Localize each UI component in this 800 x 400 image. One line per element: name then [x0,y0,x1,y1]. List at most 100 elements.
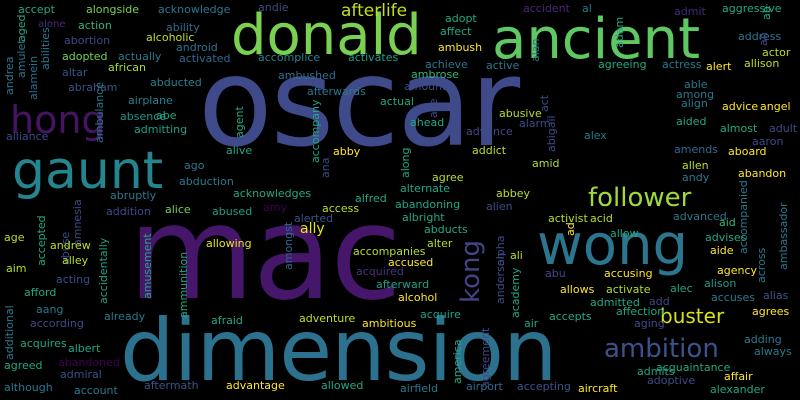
word: advance [466,125,513,138]
word: adoptive [647,374,696,387]
word: alongside [86,3,140,16]
word: alice [165,203,191,216]
word: allow [610,227,639,240]
word: accepts [549,310,592,323]
word: admitted [590,296,640,309]
word: adventure [299,312,356,325]
word: ace [427,98,440,118]
word: donald [231,3,422,68]
word: oscar [198,32,520,174]
word: adult [769,122,798,135]
word: kong [456,239,486,303]
word: andy [682,171,710,184]
word: aid [719,216,736,229]
word: aang [36,303,64,316]
word: aged [15,14,28,42]
word: ah [757,32,770,46]
word: airfield [400,382,439,395]
word: ally [300,221,325,237]
word: alcohol [398,291,438,304]
word: able [684,78,708,91]
word: ambition [604,334,719,364]
word: acquire [420,308,461,321]
word: air [524,317,539,330]
word: follower [588,183,692,213]
word: advice [722,100,759,113]
word: accusing [604,267,653,280]
word: achieve [425,58,468,71]
word: accompanied [737,180,750,254]
word: ambrose [411,68,459,81]
word: abortion [64,34,111,47]
word: actual [380,95,414,108]
word: amends [674,143,718,156]
word: accident [523,2,570,15]
word: abducted [150,76,202,89]
word: alfred [355,192,387,205]
word: alter [427,237,453,250]
word: afraid [211,314,243,327]
word: abusive [499,107,542,120]
word: adopted [62,50,108,63]
word: almost [720,122,758,135]
word: acquires [20,337,67,350]
word: abbey [496,187,530,200]
word: abducts [424,223,468,236]
word: affect [440,25,472,38]
word: afterwards [307,85,366,98]
word: aging [634,317,665,330]
word: adding [744,333,782,346]
word: abruptly [110,189,157,202]
word: afford [24,286,57,299]
word: agreed [4,359,43,372]
word: accepting [517,380,571,393]
word: ambushed [278,69,336,82]
word: activates [348,51,399,64]
word: african [108,61,146,74]
word: align [681,97,708,110]
word: addition [106,205,151,218]
word: agreement [479,327,492,388]
word: admits [637,365,675,378]
word: alarm [519,117,551,130]
word: airplane [128,94,173,107]
word: affection [616,305,665,318]
word: andrew [50,239,91,252]
word: android [176,41,218,54]
word: along [399,147,412,178]
word: acknowledge [158,3,231,16]
word: account [74,384,118,397]
word: already [104,310,146,323]
word: aim [6,262,27,275]
word: alive [226,144,253,157]
word: alliance [6,130,49,143]
word: alien [486,200,513,213]
word: alec [670,282,693,295]
word: activist [548,212,588,225]
word: abduction [179,175,234,188]
word: abby [333,145,361,158]
word: aaron [752,135,784,148]
word: address [738,30,782,43]
word: allowing [206,237,252,250]
word: agree [432,171,464,184]
word: allows [560,283,595,296]
word: abraham [68,81,118,94]
word: add [649,295,670,308]
word: ago [184,159,205,172]
word: accepted [35,215,48,266]
word: accompanies [353,245,426,258]
word: acid [590,212,613,225]
word: allen [682,159,709,172]
word: aided [676,115,707,128]
word: admitting [134,123,188,136]
word: afterlife [341,1,408,21]
word: america [451,339,464,384]
word: albert [68,342,101,355]
word: ambulance [93,82,106,143]
word: actress [662,58,702,71]
word: airport [466,380,503,393]
word: acting [56,273,91,286]
word: alone [38,19,66,30]
